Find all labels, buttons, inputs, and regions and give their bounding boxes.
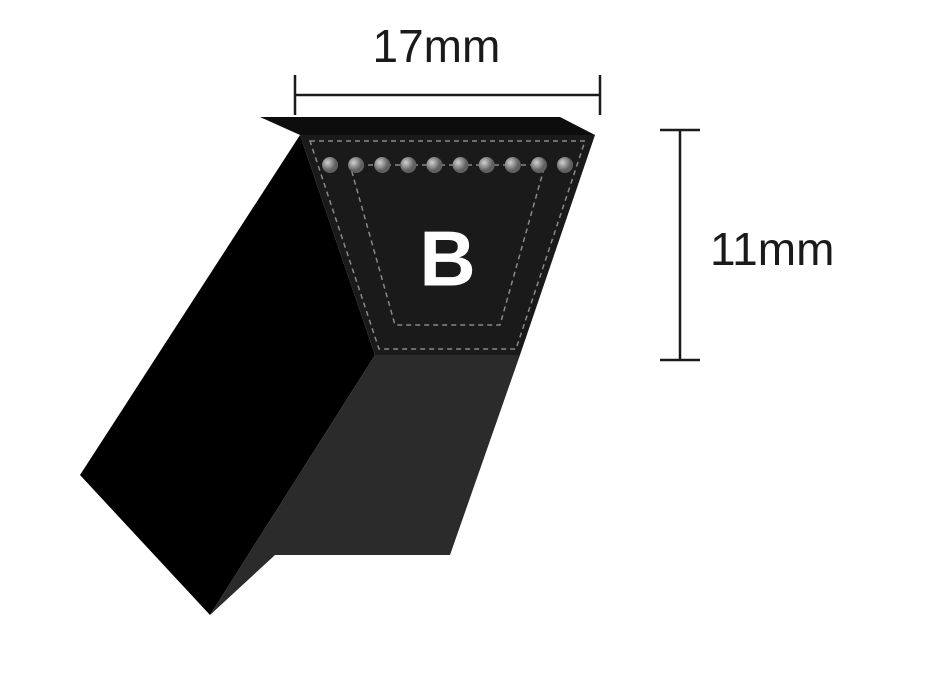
cord-circle xyxy=(479,157,495,173)
diagram-container: B 17mm 11mm xyxy=(0,0,933,700)
belt-type-letter: B xyxy=(419,215,475,303)
right-dimension-lines xyxy=(660,130,700,360)
right-dimension-label: 11mm xyxy=(710,222,834,276)
top-dimension-lines xyxy=(295,75,600,115)
cord-circle xyxy=(557,157,573,173)
cord-circle xyxy=(374,157,390,173)
cord-circle xyxy=(531,157,547,173)
belt-diagram-svg: B xyxy=(0,0,933,700)
belt-body: B xyxy=(80,117,595,615)
cord-circle xyxy=(400,157,416,173)
cord-circle xyxy=(453,157,469,173)
cord-circle xyxy=(505,157,521,173)
cord-circle xyxy=(348,157,364,173)
cord-circle xyxy=(426,157,442,173)
top-dimension-label: 17mm xyxy=(373,19,501,73)
cord-circle xyxy=(322,157,338,173)
